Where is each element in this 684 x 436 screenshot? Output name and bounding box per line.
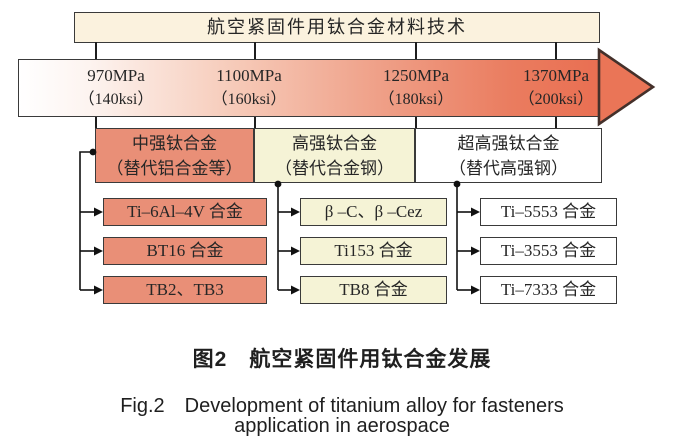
arrowhead-small-icon <box>94 285 103 295</box>
category-name: 超高强钛合金 <box>457 133 560 153</box>
arrowhead-small-icon <box>94 246 103 256</box>
milestone-ksi: （180ksi） <box>378 91 454 108</box>
figure-caption-en-line1: Fig.2 Development of titanium alloy for … <box>120 395 564 417</box>
alloy-box: BT16 合金 <box>103 237 267 265</box>
arrowhead-small-icon <box>471 285 480 295</box>
arrowhead-small-icon <box>94 207 103 217</box>
milestone-label: 1250MPa （180ksi） <box>346 64 486 112</box>
connector-line <box>254 42 256 60</box>
diagram-title: 航空紧固件用钛合金材料技术 <box>207 16 467 37</box>
branch-stem <box>79 151 95 290</box>
alloy-box: Ti153 合金 <box>300 237 447 265</box>
diagram-title-box: 航空紧固件用钛合金材料技术 <box>74 12 600 43</box>
connector-line <box>95 116 97 129</box>
arrowhead-small-icon <box>471 207 480 217</box>
milestone-mpa: 970MPa <box>87 66 145 85</box>
alloy-box: β –C、β –Cez <box>300 198 447 226</box>
milestone-ksi: （160ksi） <box>211 91 287 108</box>
alloy-box: Ti–6Al–4V 合金 <box>103 198 267 226</box>
connector-line <box>95 42 97 60</box>
milestone-ksi: （140ksi） <box>78 91 154 108</box>
category-sub: （替代高强钢） <box>449 158 568 178</box>
arrowhead-small-icon <box>291 207 300 217</box>
arrowhead-small-icon <box>471 246 480 256</box>
category-name: 高强钛合金 <box>292 133 377 153</box>
alloy-box: Ti–3553 合金 <box>480 237 617 265</box>
alloy-box: Ti–5553 合金 <box>480 198 617 226</box>
strength-arrow-body: 970MPa （140ksi） 1100MPa （160ksi） 1250MPa… <box>18 59 600 117</box>
connector-line <box>555 116 557 129</box>
alloy-box: TB2、TB3 <box>103 276 267 304</box>
connector-line <box>555 42 557 60</box>
connector-line <box>415 42 417 60</box>
alloy-box: Ti–7333 合金 <box>480 276 617 304</box>
category-box-medium-strength: 中强钛合金 （替代铝合金等） <box>95 128 254 183</box>
milestone-mpa: 1100MPa <box>216 66 282 85</box>
connector-line <box>415 116 417 129</box>
arrowhead-small-icon <box>291 246 300 256</box>
milestone-ksi: （200ksi） <box>518 91 594 108</box>
milestone-label: 970MPa （140ksi） <box>46 64 186 112</box>
category-sub: （替代铝合金等） <box>106 158 243 178</box>
category-box-ultra-high-strength: 超高强钛合金 （替代高强钢） <box>415 128 602 183</box>
connector-line <box>254 116 256 129</box>
category-name: 中强钛合金 <box>132 133 217 153</box>
figure-caption-en-line2: application in aerospace <box>234 415 450 436</box>
arrowhead-icon <box>597 47 656 127</box>
category-box-high-strength: 高强钛合金 （替代合金钢） <box>254 128 415 183</box>
alloy-box: TB8 合金 <box>300 276 447 304</box>
arrowhead-small-icon <box>291 285 300 295</box>
figure-caption-zh: 图2 航空紧固件用钛合金发展 <box>192 348 492 371</box>
category-sub: （替代合金钢） <box>275 158 394 178</box>
milestone-label: 1100MPa （160ksi） <box>179 64 319 112</box>
milestone-mpa: 1370MPa <box>522 66 590 85</box>
milestone-mpa: 1250MPa <box>382 66 450 85</box>
milestone-label: 1370MPa （200ksi） <box>486 64 626 112</box>
